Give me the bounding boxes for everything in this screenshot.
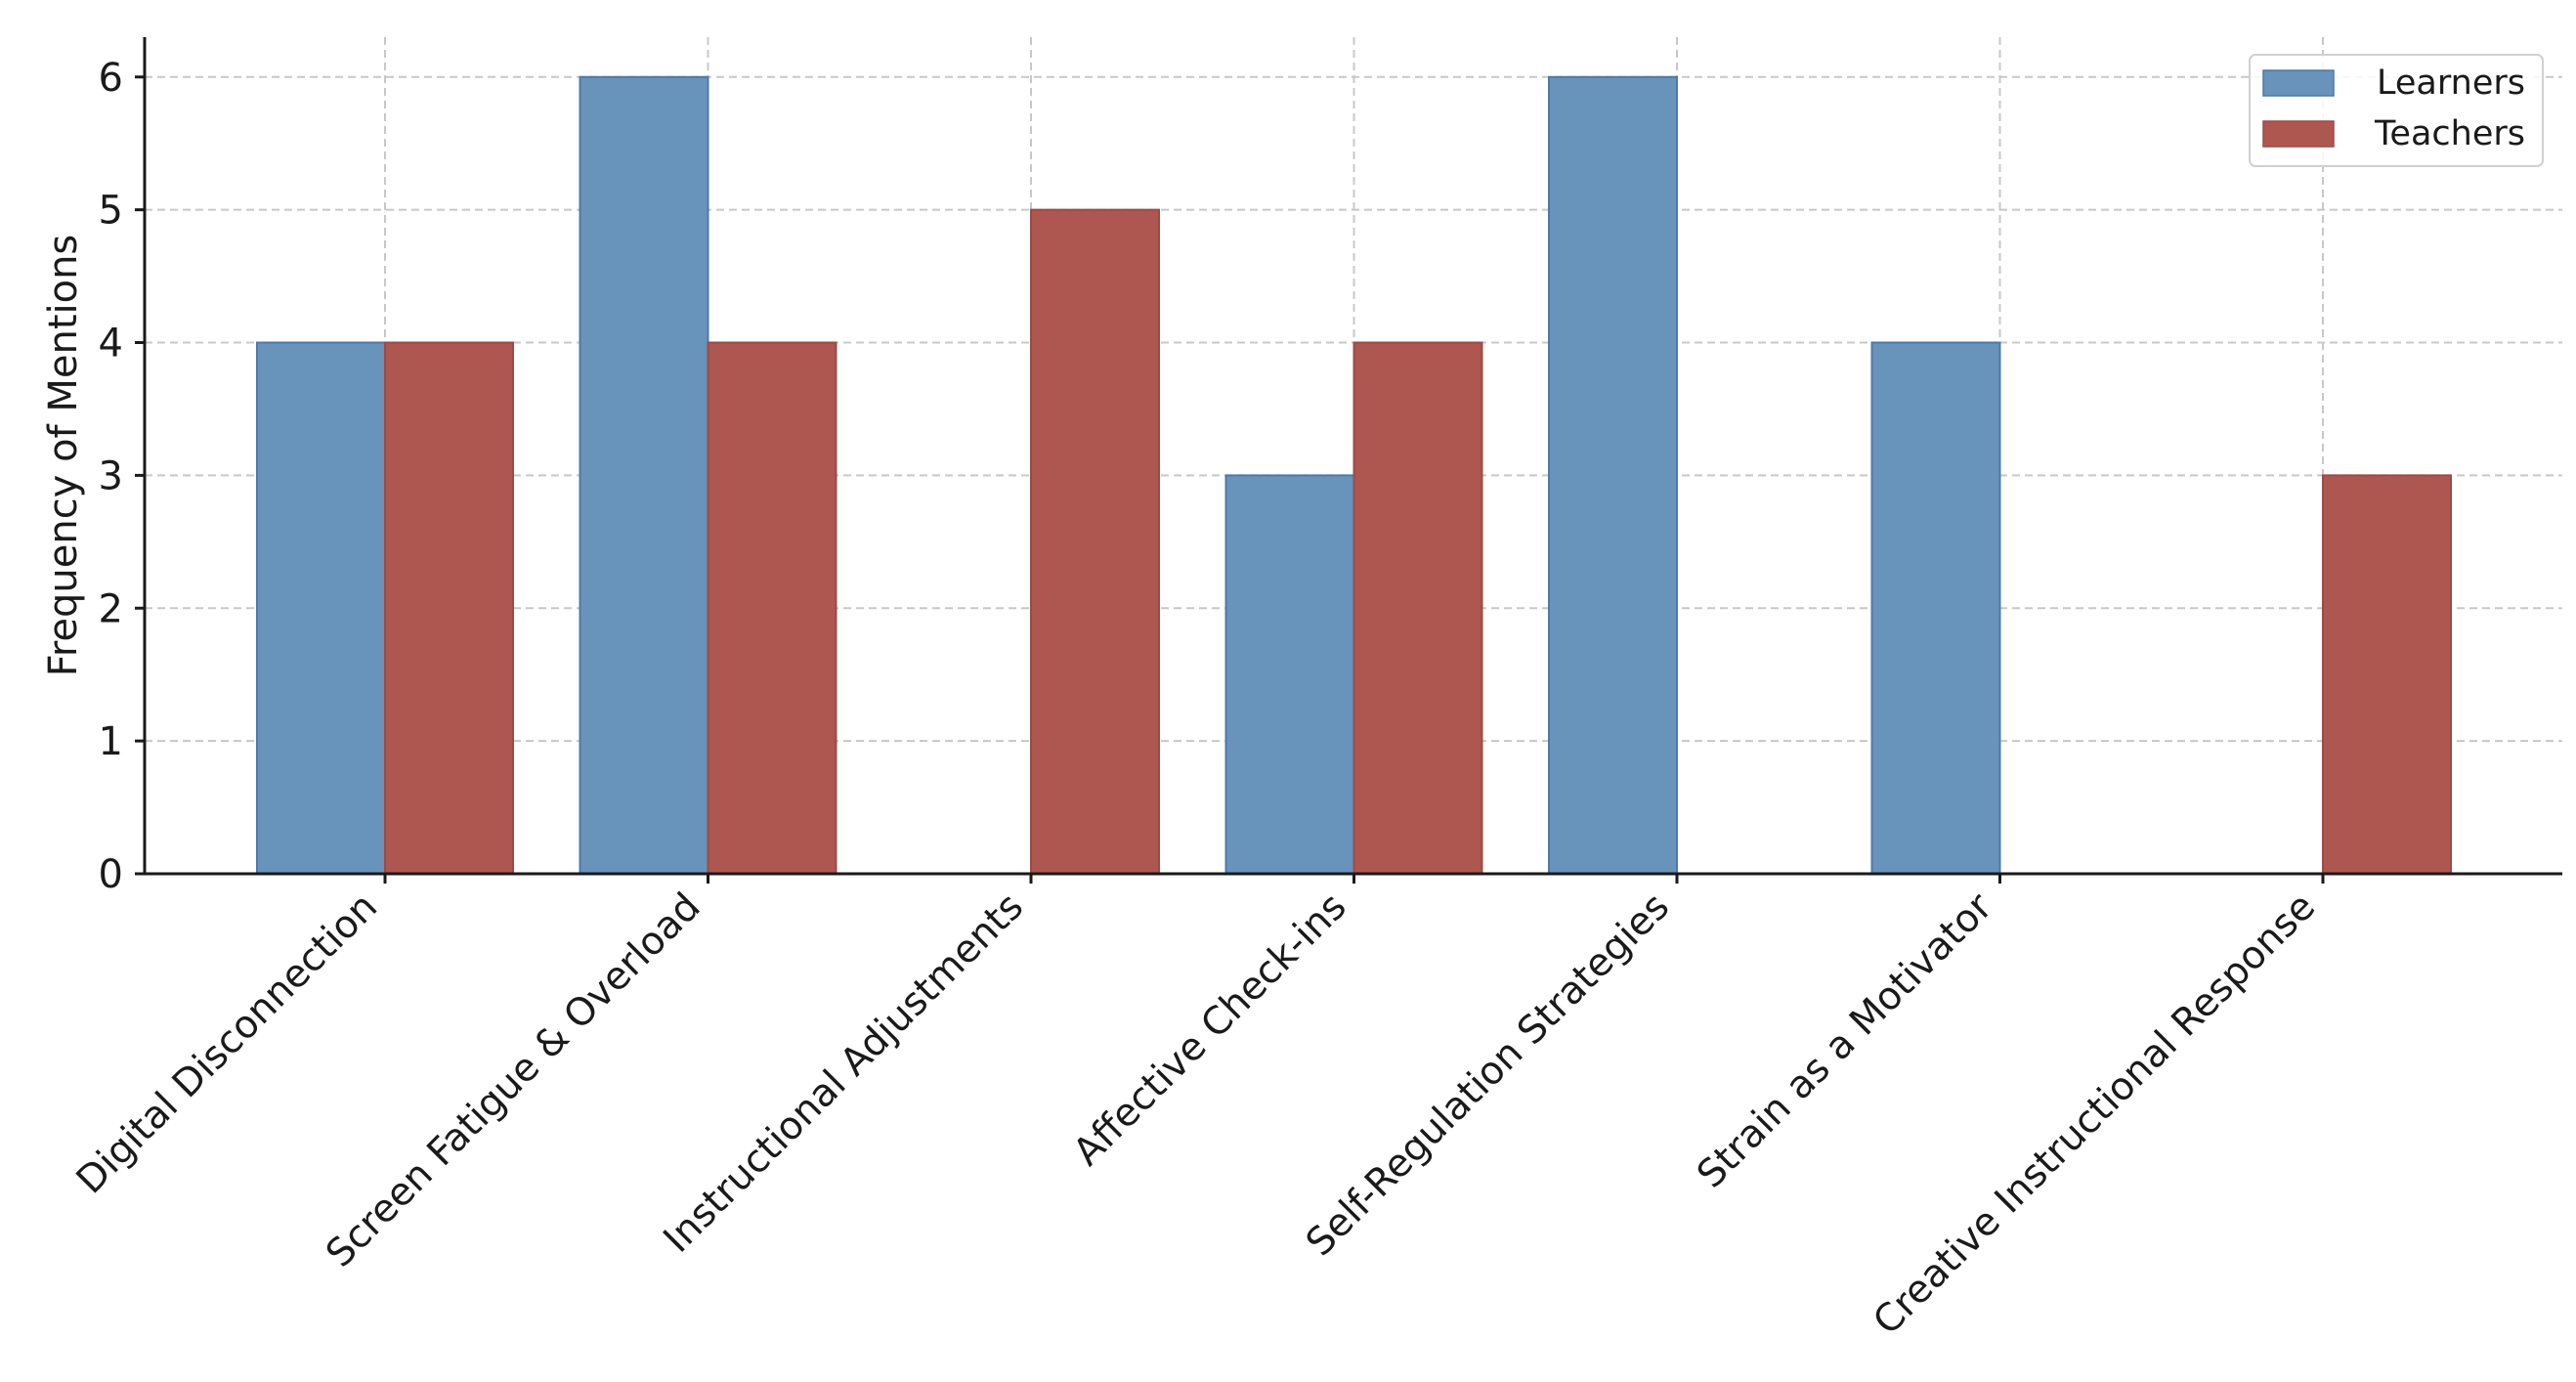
- y-tick-label: 0: [99, 852, 123, 897]
- y-axis-title: Frequency of Mentions: [41, 235, 86, 677]
- x-tick-label-digital-disconnection: Digital Disconnection: [68, 885, 386, 1202]
- legend-label-teachers: Teachers: [2374, 114, 2525, 153]
- legend: Learners Teachers: [2249, 54, 2544, 167]
- bar-teachers-affective-check-ins: [1352, 341, 1483, 875]
- y-tick-label: 6: [99, 56, 123, 101]
- y-ticks: 0 1 2 3 4 5 6: [99, 56, 145, 897]
- bar-teachers-creative-instructional-response: [2322, 474, 2452, 875]
- x-tick-label-instructional-adjustments: Instructional Adjustments: [656, 885, 1032, 1261]
- bar-learners-affective-check-ins: [1224, 474, 1355, 875]
- bar-teachers-digital-disconnection: [384, 341, 514, 875]
- legend-swatch-learners: [2262, 69, 2335, 97]
- y-tick-label: 3: [99, 453, 123, 498]
- x-tick-label-affective-check-ins: Affective Check-ins: [1065, 885, 1355, 1175]
- y-tick-label: 1: [99, 719, 123, 764]
- bar-learners-digital-disconnection: [256, 341, 386, 875]
- legend-label-learners: Learners: [2377, 64, 2525, 103]
- y-tick-label: 2: [99, 586, 123, 631]
- x-tick-label-self-regulation-strategies: Self-Regulation Strategies: [1298, 885, 1678, 1265]
- x-tick-label-screen-fatigue-overload: Screen Fatigue & Overload: [318, 885, 708, 1275]
- bar-teachers-instructional-adjustments: [1030, 208, 1160, 875]
- y-tick-label: 5: [99, 189, 123, 234]
- y-tick-label: 4: [99, 322, 123, 367]
- legend-swatch-teachers: [2262, 120, 2335, 148]
- bar-teachers-screen-fatigue-overload: [707, 341, 837, 875]
- bar-learners-self-regulation-strategies: [1548, 75, 1678, 875]
- bar-learners-strain-as-a-motivator: [1870, 341, 2001, 875]
- bars: [256, 75, 2452, 875]
- x-tick-label-strain-as-a-motivator: Strain as a Motivator: [1689, 885, 2001, 1197]
- bar-learners-screen-fatigue-overload: [579, 75, 709, 875]
